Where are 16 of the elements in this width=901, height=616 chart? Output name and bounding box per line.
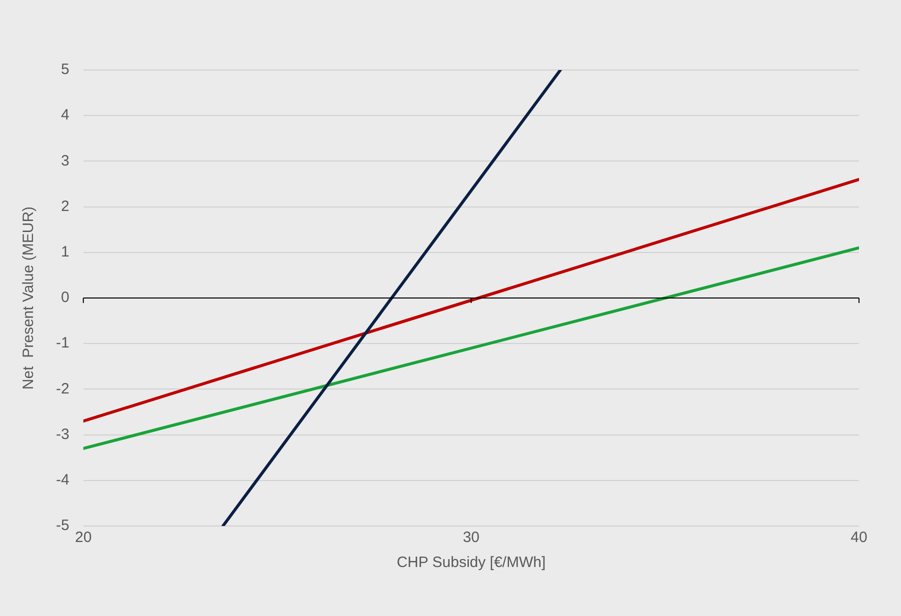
y-axis-title: Net Present Value (MEUR): [20, 206, 38, 390]
y-tick-label: 0: [60, 289, 70, 306]
x-tick-label: 40: [850, 529, 868, 546]
y-tick-label: -3: [56, 426, 70, 443]
x-tick-label: 20: [74, 529, 92, 546]
y-tick-label: 3: [60, 152, 70, 170]
x-axis-title: CHP Subsidy [€/MWh]: [396, 554, 546, 572]
x-tick-label: 30: [462, 529, 480, 546]
y-tick-label: -2: [56, 380, 70, 398]
y-tick-label: 1: [60, 244, 70, 261]
y-tick-label: -4: [56, 472, 70, 489]
y-tick-label: 5: [60, 61, 70, 78]
y-tick-label: -1: [56, 334, 70, 352]
y-tick-label: 2: [60, 198, 70, 215]
y-tick-label: -5: [56, 517, 70, 534]
y-tick-label: 4: [60, 106, 70, 124]
